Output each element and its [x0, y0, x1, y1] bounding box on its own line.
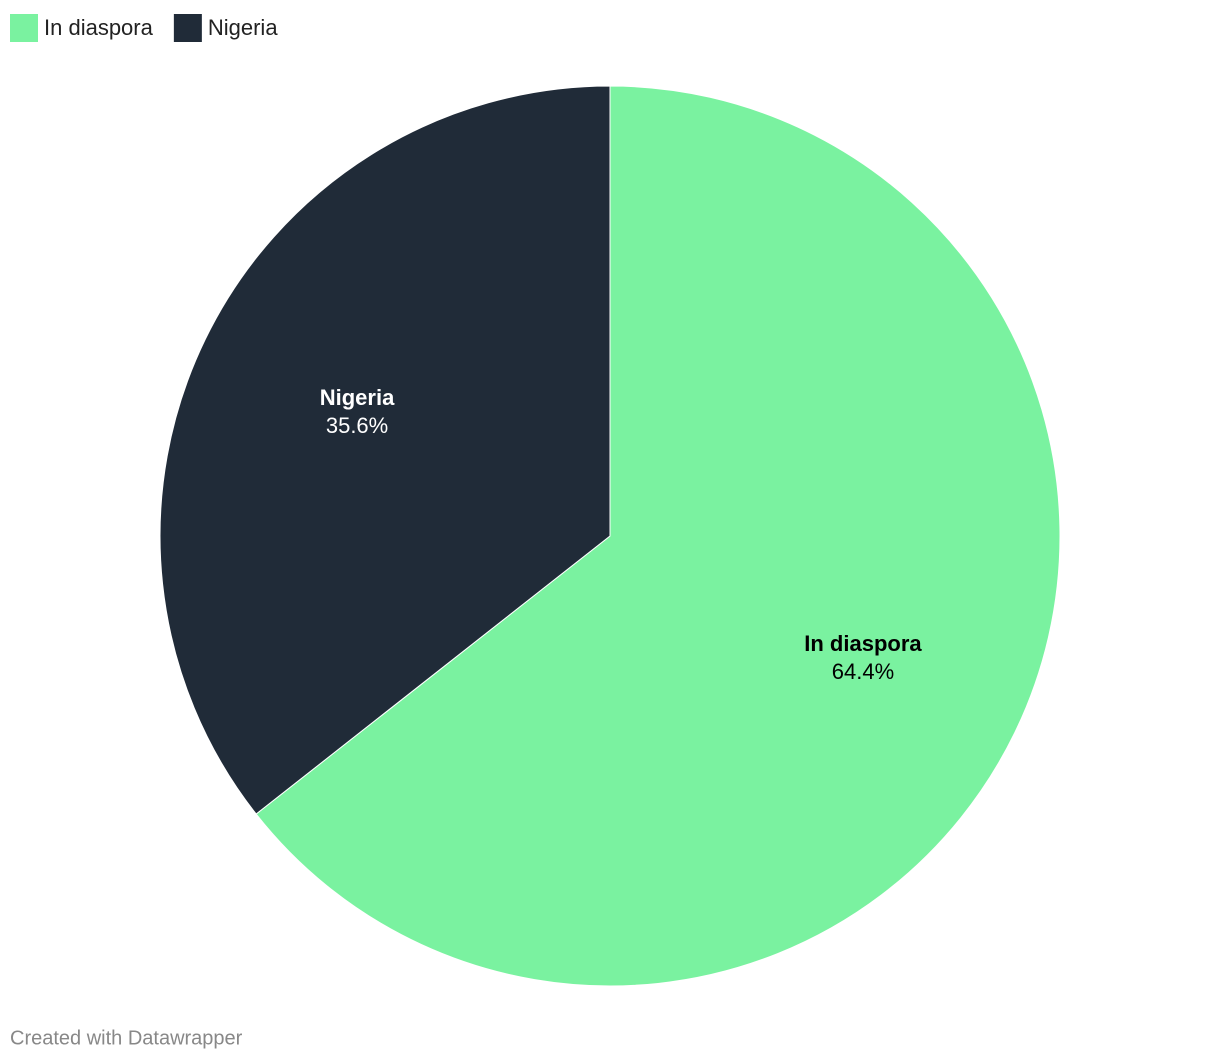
legend: In diaspora Nigeria [10, 14, 278, 42]
slice-category-label: In diaspora [804, 631, 922, 656]
slice [255, 85, 1061, 987]
slice-category-label: Nigeria [320, 385, 395, 410]
slice [159, 85, 611, 815]
pie [159, 85, 1061, 987]
legend-label: In diaspora [44, 15, 154, 40]
legend-swatch [173, 14, 202, 42]
slice-value-label: 35.6% [326, 413, 388, 438]
legend-swatch [10, 14, 38, 42]
slice-labels: In diaspora 64.4% Nigeria 35.6% [320, 385, 923, 684]
credit: Created with Datawrapper [10, 1027, 243, 1049]
slice-value-label: 64.4% [832, 659, 894, 684]
legend-label: Nigeria [208, 15, 278, 40]
